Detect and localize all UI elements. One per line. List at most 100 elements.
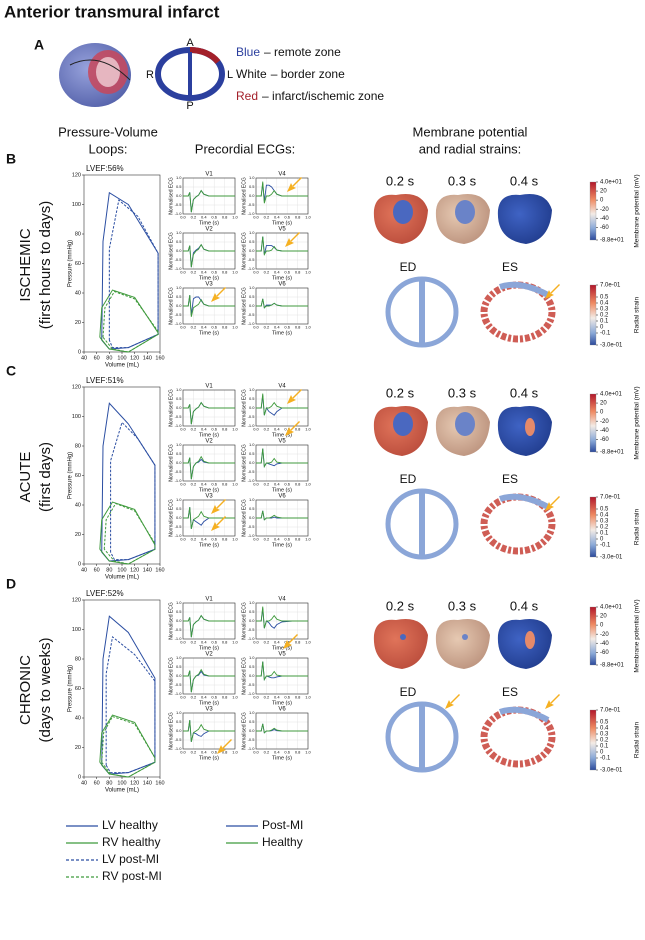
colorbar-label: Membrane potential (mV) bbox=[634, 386, 641, 459]
colorbar-tick-label: 0.2 bbox=[600, 525, 609, 531]
x-tick-label: 0.4 bbox=[201, 427, 207, 432]
x-axis-label: Time (s) bbox=[199, 542, 219, 548]
y-tick-label: 0.0 bbox=[249, 405, 255, 410]
plot-title: V3 bbox=[205, 707, 213, 713]
arrow bbox=[287, 389, 302, 404]
x-tick-label: 0.2 bbox=[264, 695, 270, 700]
x-tick-label: 0.0 bbox=[180, 215, 186, 220]
phase-label: ES bbox=[502, 472, 518, 486]
phase-label: ED bbox=[400, 260, 417, 274]
x-axis-label: Time (s) bbox=[272, 330, 292, 336]
x-tick-label: 0.6 bbox=[284, 695, 290, 700]
x-tick-label: 1.0 bbox=[305, 427, 311, 432]
x-tick-label: 0.6 bbox=[284, 482, 290, 487]
ecg-trace bbox=[256, 661, 308, 682]
y-tick-label: 1.0 bbox=[176, 655, 182, 660]
y-tick-label: -0.5 bbox=[248, 627, 256, 632]
x-tick-label: 1.0 bbox=[305, 270, 311, 275]
colorbar bbox=[589, 496, 597, 558]
x-tick-label: 0.8 bbox=[295, 482, 301, 487]
ecg-trace bbox=[256, 236, 308, 257]
legend-label: LV post-MI bbox=[102, 852, 159, 866]
ring-es-arc bbox=[499, 493, 550, 510]
x-tick-label: 100 bbox=[117, 355, 126, 361]
colorbar-tick-label: -40 bbox=[600, 641, 609, 647]
y-tick-label: -1.0 bbox=[248, 691, 256, 696]
pv-loop bbox=[105, 635, 156, 774]
x-axis-label: Volume (mL) bbox=[105, 788, 139, 794]
y-tick-label: 0.0 bbox=[176, 673, 182, 678]
orientation-label: R bbox=[146, 69, 154, 81]
colorbar-tick-label: -60 bbox=[600, 650, 609, 656]
legend-label: Post-MI bbox=[262, 818, 303, 832]
y-axis-label: Normalised ECG bbox=[168, 444, 174, 482]
colorbar-tick-label: 20 bbox=[600, 189, 607, 195]
y-tick-label: 1.0 bbox=[249, 497, 255, 502]
x-tick-label: 0.2 bbox=[264, 750, 270, 755]
ischemic-patch bbox=[525, 418, 535, 436]
y-axis-label: Normalised ECG bbox=[241, 657, 247, 695]
ecg-trace bbox=[183, 401, 235, 425]
x-tick-label: 0.0 bbox=[180, 537, 186, 542]
y-tick-label: 20 bbox=[75, 745, 81, 751]
y-tick-label: -1.0 bbox=[175, 423, 183, 428]
colorbar-tick-label: 4.0e+01 bbox=[600, 180, 623, 186]
x-tick-label: 0.8 bbox=[222, 695, 228, 700]
x-tick-label: 0.4 bbox=[274, 640, 280, 645]
arrow bbox=[211, 499, 226, 514]
x-tick-label: 1.0 bbox=[232, 537, 238, 542]
pv-loop bbox=[103, 502, 156, 565]
x-tick-label: 0.4 bbox=[274, 695, 280, 700]
y-tick-label: -1.0 bbox=[175, 533, 183, 538]
x-tick-label: 1.0 bbox=[305, 750, 311, 755]
x-tick-label: 1.0 bbox=[232, 640, 238, 645]
y-tick-label: 0.0 bbox=[176, 728, 182, 733]
y-axis-label: Normalised ECG bbox=[241, 602, 247, 640]
y-tick-label: 40 bbox=[75, 290, 81, 296]
colorbar-tick-label: 0.2 bbox=[600, 313, 609, 319]
y-axis-label: Normalised ECG bbox=[241, 499, 247, 537]
colorbar-tick-label: -3.0e-01 bbox=[600, 555, 623, 561]
colorbar-tick-label: 0.5 bbox=[600, 720, 609, 726]
x-tick-label: 0.0 bbox=[253, 537, 259, 542]
y-tick-label: 0.5 bbox=[176, 239, 182, 244]
plot-frame bbox=[83, 386, 161, 565]
x-tick-label: 0.0 bbox=[180, 482, 186, 487]
time-label: 0.4 s bbox=[510, 385, 539, 400]
x-axis-label: Time (s) bbox=[199, 487, 219, 493]
x-tick-label: 0.6 bbox=[284, 270, 290, 275]
y-tick-label: 60 bbox=[75, 473, 81, 479]
colorbar bbox=[589, 393, 597, 453]
y-tick-label: 100 bbox=[72, 202, 81, 208]
y-tick-label: -0.5 bbox=[175, 414, 183, 419]
plot-title: LVEF:56% bbox=[86, 164, 124, 173]
ecg-trace bbox=[183, 614, 235, 638]
x-tick-label: 0.4 bbox=[274, 482, 280, 487]
y-axis-label: Normalised ECG bbox=[241, 389, 247, 427]
x-tick-label: 0.4 bbox=[201, 750, 207, 755]
x-tick-label: 0.8 bbox=[295, 427, 301, 432]
y-tick-label: 80 bbox=[75, 231, 81, 237]
zone-text: – border zone bbox=[271, 67, 345, 81]
y-tick-label: 40 bbox=[75, 502, 81, 508]
x-tick-label: 0.4 bbox=[201, 537, 207, 542]
row-name: ACUTE bbox=[17, 452, 34, 503]
x-tick-label: 0.8 bbox=[295, 537, 301, 542]
x-tick-label: 0.6 bbox=[284, 325, 290, 330]
x-tick-label: 40 bbox=[81, 780, 87, 786]
y-tick-label: -1.0 bbox=[248, 478, 256, 483]
y-tick-label: 1.0 bbox=[176, 175, 182, 180]
y-tick-label: 1.0 bbox=[249, 655, 255, 660]
x-tick-label: 0.0 bbox=[253, 482, 259, 487]
y-tick-label: 1.0 bbox=[176, 442, 182, 447]
colorbar-tick-label: -0.1 bbox=[600, 756, 611, 762]
y-axis-label: Normalised ECG bbox=[241, 444, 247, 482]
y-tick-label: 1.0 bbox=[176, 387, 182, 392]
y-tick-label: 1.0 bbox=[249, 175, 255, 180]
heart-map bbox=[497, 619, 552, 669]
zone-word: Blue bbox=[236, 45, 260, 59]
y-tick-label: 0.0 bbox=[249, 618, 255, 623]
y-tick-label: 1.0 bbox=[176, 710, 182, 715]
y-tick-label: 0.5 bbox=[176, 294, 182, 299]
arrow bbox=[285, 421, 300, 436]
